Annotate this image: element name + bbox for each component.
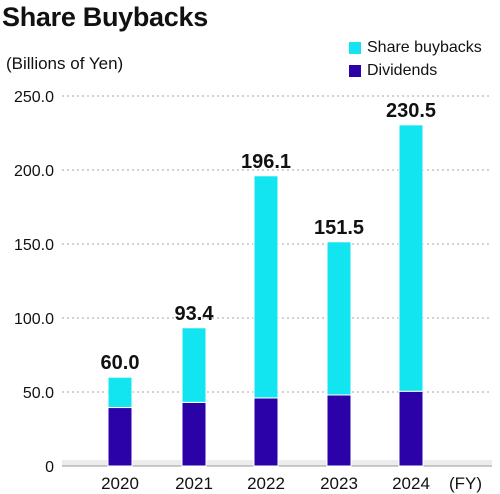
legend-label-share-buybacks: Share buybacks — [367, 39, 482, 56]
legend-label-dividends: Dividends — [367, 62, 438, 79]
total-data-label: 230.5 — [386, 100, 436, 122]
total-data-label: 60.0 — [101, 352, 140, 374]
bar-share-buybacks — [107, 376, 133, 409]
bar-dividends — [398, 390, 424, 467]
x-tick-label: 2020 — [101, 474, 139, 493]
y-tick-label: 150.0 — [14, 237, 54, 254]
legend-item-dividends: Dividends — [349, 62, 437, 80]
bar-share-buybacks — [398, 124, 424, 392]
legend-swatch-share-buybacks — [349, 42, 361, 54]
bar-dividends — [181, 401, 207, 467]
bar-dividends — [107, 407, 133, 467]
bar-share-buybacks — [326, 241, 352, 396]
y-tick-label: 250.0 — [14, 89, 54, 106]
y-tick-label: 200.0 — [14, 163, 54, 180]
total-data-label: 196.1 — [241, 151, 291, 173]
bar-share-buybacks — [253, 175, 279, 399]
bar-share-buybacks — [181, 327, 207, 403]
y-tick-label: 0 — [45, 459, 54, 476]
bar-dividends — [253, 397, 279, 467]
x-tick-label: 2022 — [247, 474, 285, 493]
chart-title: Share Buybacks — [2, 2, 208, 32]
y-tick-label: 50.0 — [23, 385, 54, 402]
x-tick-label: 2021 — [175, 474, 213, 493]
x-axis-unit-label: (FY) — [449, 474, 482, 493]
legend-item-share-buybacks: Share buybacks — [349, 39, 482, 57]
y-tick-label: 100.0 — [14, 311, 54, 328]
legend-swatch-dividends — [349, 65, 361, 77]
x-tick-label: 2024 — [392, 474, 430, 493]
total-data-label: 151.5 — [314, 217, 364, 239]
bar-dividends — [326, 394, 352, 467]
y-axis-unit-label: (Billions of Yen) — [6, 54, 124, 73]
x-tick-label: 2023 — [320, 474, 358, 493]
total-data-label: 93.4 — [175, 303, 215, 325]
